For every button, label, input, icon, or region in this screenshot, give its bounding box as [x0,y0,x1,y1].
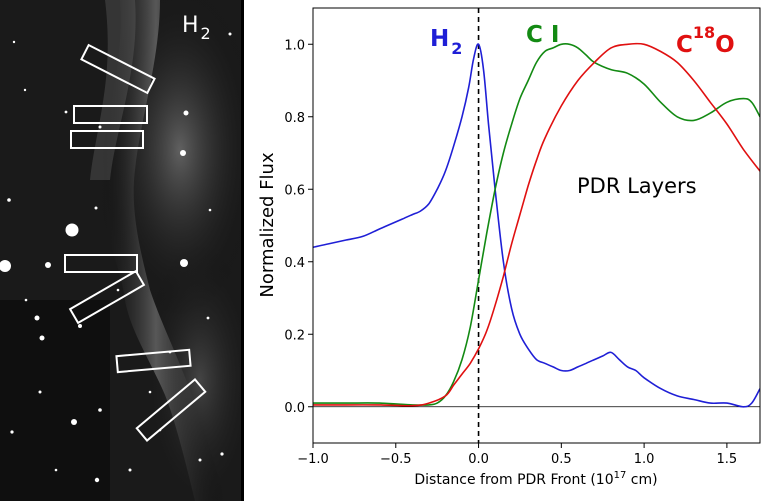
chart-annotation: PDR Layers [577,174,697,198]
slit-box [64,254,138,273]
series-lines [313,42,760,408]
slit-box [73,105,148,124]
x-tick-label: 1.0 [634,452,655,467]
slit-box [115,348,192,374]
y-tick-label: 0.2 [284,328,305,343]
x-axis: −1.0 −0.5 0.0 0.5 1.0 1.5 [297,443,737,467]
slit-box [135,378,207,442]
x-tick-label: −0.5 [380,452,412,467]
slit-box [70,130,144,149]
x-tick-label: 0.5 [551,452,572,467]
y-tick-label: 0.8 [284,111,305,126]
x-tick-label: −1.0 [297,452,329,467]
slit-box [80,43,156,95]
ci-series-label: C I [526,22,559,48]
c18o-series-label: C18O [676,23,735,58]
y-tick-label: 0.0 [284,401,305,416]
slit-box [68,269,146,325]
series-line-h2 [313,43,760,408]
series-line-c-i [313,42,760,406]
x-axis-label: Distance from PDR Front (1017 cm) [414,470,657,488]
y-tick-label: 0.6 [284,183,305,198]
nebula-ridge [99,0,225,501]
y-axis: 0.0 0.2 0.4 0.6 0.8 1.0 [284,38,313,416]
y-axis-label: Normalized Flux [257,152,278,298]
x-tick-label: 0.0 [468,452,489,467]
chart-panel: 0.00.20.40.60.81.0 −1.0 −0.5 0.0 0.5 1.0 1.5 … [257,7,761,488]
series-line-c18o [313,42,760,407]
x-tick-label: 1.5 [717,452,738,467]
y-tick-label: 0.4 [284,256,305,271]
y-tick-label: 1.0 [284,38,305,53]
stars [0,32,232,483]
slit-apertures [64,43,207,442]
plot-frame [312,7,761,444]
